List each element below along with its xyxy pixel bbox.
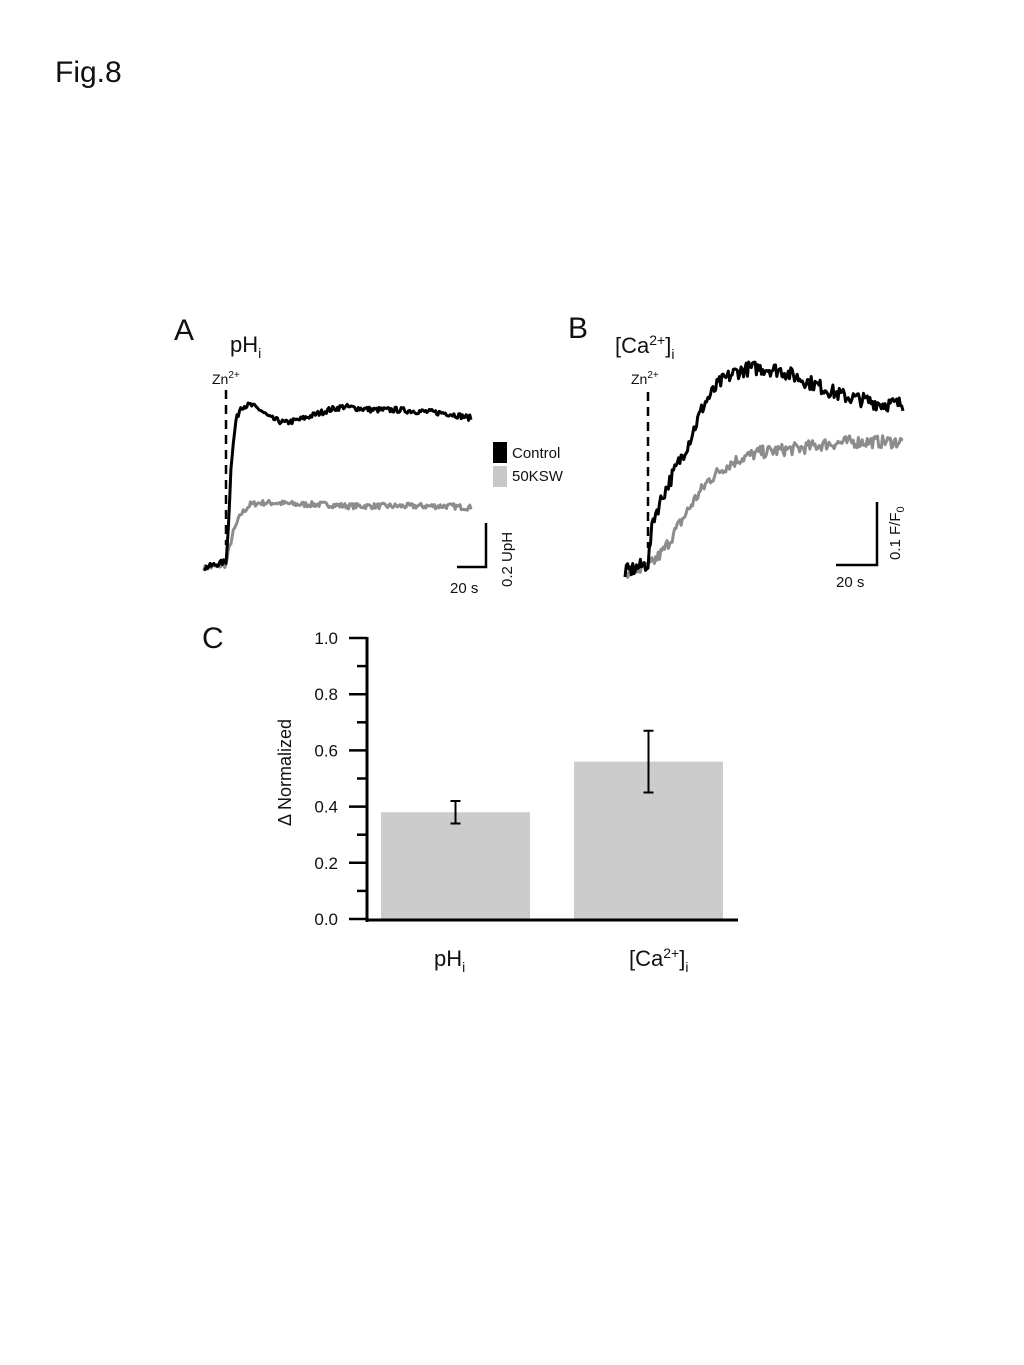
panel-b-title-sup: 2+	[649, 332, 665, 348]
panel-c-category-ca: [Ca2+]i	[629, 945, 688, 975]
legend-label-control: Control	[512, 445, 560, 462]
error-bar-ca	[643, 729, 654, 794]
panel-b-scalebar-amp-sub: 0	[895, 506, 907, 512]
bar-ph	[381, 812, 530, 919]
panel-b-trace-control	[623, 360, 905, 578]
panel-c-category-ph-sub: i	[462, 959, 465, 975]
y-tick-label: 0.0	[314, 910, 338, 929]
panel-a-title-main: pH	[230, 332, 258, 357]
panel-a-stimulus-label: Zn2+	[212, 370, 240, 387]
panel-b-title-close: ]	[665, 333, 671, 358]
panel-a-title: pHi	[230, 332, 261, 361]
panel-c-category-ph: pHi	[434, 946, 465, 975]
y-tick-label: 0.8	[314, 685, 338, 704]
legend-swatch-50ksw	[493, 466, 507, 487]
panel-c-category-ca-sup: 2+	[663, 945, 679, 961]
y-tick-label: 0.6	[314, 741, 338, 760]
panel-a-scalebar: 20 s 0.2 UpH	[450, 523, 516, 597]
panel-c-category-ca-sub: i	[685, 959, 688, 975]
figure-title: Fig.8	[55, 56, 122, 89]
panel-b-scalebar-time: 20 s	[836, 574, 864, 591]
legend-swatch-control	[493, 442, 507, 463]
y-tick-label: 0.4	[314, 798, 338, 817]
panel-b-stimulus-sup: 2+	[647, 370, 659, 381]
y-tick-label: 0.2	[314, 854, 338, 873]
panel-b-trace-50ksw	[623, 434, 904, 579]
panel-a: A pHi Zn2+ Control 50KSW 20 s 0.2 UpH	[174, 314, 564, 597]
panel-c-category-ca-close: ]	[679, 946, 685, 971]
panel-a-stimulus-main: Zn	[212, 371, 228, 387]
panel-a-trace-control	[203, 401, 473, 572]
panel-b-scalebar-lines	[836, 502, 879, 567]
panel-c-category-ca-main: [Ca	[629, 946, 664, 971]
panel-c-y-ticks: 0.0 0.2 0.4 0.6 0.8 1.0	[314, 629, 367, 929]
panel-a-title-sub: i	[258, 345, 261, 361]
legend-label-50ksw: 50KSW	[512, 468, 564, 485]
error-bar-ph	[450, 799, 461, 825]
panel-a-scalebar-lines	[457, 523, 488, 569]
panel-c-category-ph-main: pH	[434, 946, 462, 971]
legend: Control 50KSW	[493, 442, 564, 487]
panel-a-trace-50ksw	[202, 498, 473, 572]
panel-b-title: [Ca2+]i	[615, 332, 674, 362]
panel-b-title-main: [Ca	[615, 333, 650, 358]
panel-b-letter: B	[568, 312, 588, 345]
panel-b-scalebar-amp-main: 0.1 F/F	[887, 512, 904, 560]
panel-b-scalebar: 20 s 0.1 F/F0	[836, 502, 907, 591]
panel-a-stimulus-sup: 2+	[228, 370, 240, 381]
panel-c: C Δ Normalized 0.00.20.40.60.81.0 pHi [C…	[202, 622, 738, 975]
panel-c-bars	[381, 729, 723, 919]
panel-b-scalebar-amp: 0.1 F/F0	[887, 506, 907, 560]
panel-a-letter: A	[174, 314, 194, 347]
panel-b: B [Ca2+]i Zn2+ 20 s 0.1 F/F0	[568, 312, 907, 591]
panel-b-stimulus-label: Zn2+	[631, 370, 659, 387]
y-tick-label: 1.0	[314, 629, 338, 648]
panel-b-title-sub: i	[671, 346, 674, 362]
panel-a-scalebar-time: 20 s	[450, 580, 478, 597]
panel-c-letter: C	[202, 622, 224, 655]
panel-a-scalebar-amp: 0.2 UpH	[499, 532, 516, 587]
panel-b-stimulus-main: Zn	[631, 371, 647, 387]
panel-c-y-axis-label: Δ Normalized	[275, 719, 295, 826]
